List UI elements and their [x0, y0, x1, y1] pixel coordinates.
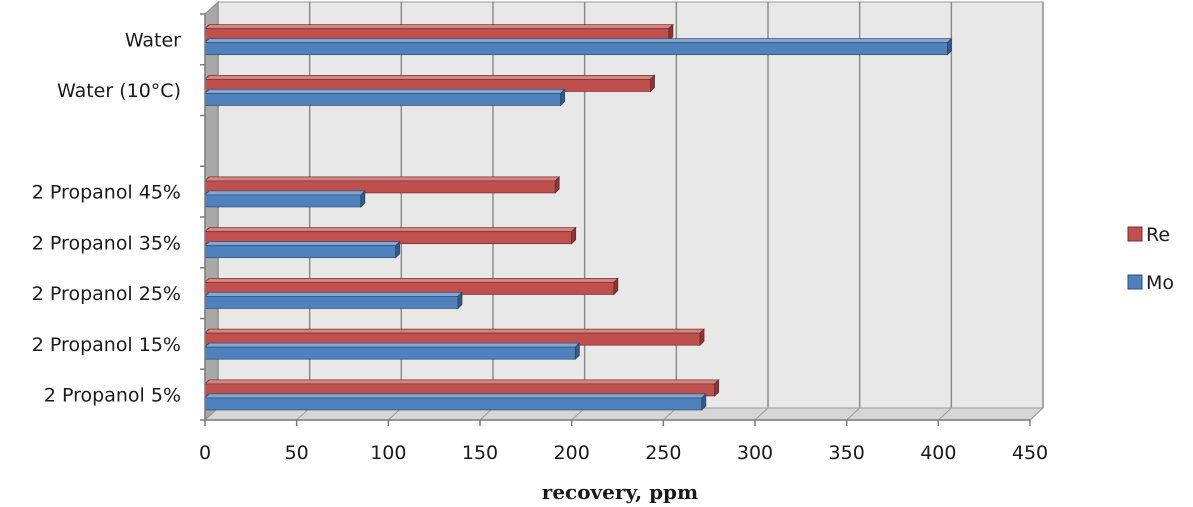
bar-mo: [204, 342, 581, 361]
x-tick-label: 400: [920, 442, 956, 464]
x-tick-label: 450: [1012, 442, 1048, 464]
bar-re: [204, 175, 561, 194]
bar-mo: [204, 88, 566, 107]
x-tick-label: 300: [737, 442, 773, 464]
category-label: 2 Propanol 15%: [32, 334, 181, 356]
category-label: Water: [125, 29, 181, 51]
category-label: 2 Propanol 45%: [32, 182, 181, 204]
x-axis: 0 50 100 150 200 250 300 350 400 450: [199, 419, 1048, 464]
bar-mo: [204, 189, 366, 208]
floor-gridline: [754, 407, 769, 421]
x-axis-title: recovery, ppm: [542, 480, 698, 504]
legend-swatch: [1127, 226, 1143, 242]
category-label: 2 Propanol 5%: [44, 385, 181, 407]
bar-re: [204, 277, 619, 296]
category-label: 2 Propanol 25%: [32, 283, 181, 305]
legend: Re Mo: [1127, 224, 1174, 294]
floor-gridline: [846, 407, 861, 421]
x-tick-label: 150: [462, 442, 498, 464]
x-tick-label: 0: [199, 442, 211, 464]
x-tick-label: 50: [285, 442, 309, 464]
floor-gridline: [1029, 407, 1044, 421]
x-tick-label: 200: [554, 442, 590, 464]
bar-mo: [204, 240, 401, 259]
category-label: Water (10°C): [57, 80, 181, 102]
y-axis: 2 Propanol 5% 2 Propanol 15% 2 Propanol 25…: [32, 13, 206, 421]
x-tick-label: 250: [645, 442, 681, 464]
floor-gridline: [937, 407, 952, 421]
x-tick-label: 350: [829, 442, 865, 464]
legend-label: Re: [1146, 224, 1170, 246]
legend-label: Mo: [1146, 272, 1174, 294]
legend-item-re: Re: [1127, 224, 1170, 246]
bar-re: [204, 74, 656, 93]
category-label: 2 Propanol 35%: [32, 232, 181, 254]
bar-mo: [204, 392, 707, 411]
bar-re: [204, 378, 720, 397]
bar-mo: [204, 291, 463, 310]
legend-item-mo: Mo: [1127, 272, 1174, 294]
bar-re: [204, 328, 705, 347]
legend-swatch: [1127, 274, 1143, 290]
x-tick-label: 100: [370, 442, 406, 464]
bar-mo: [204, 37, 953, 56]
